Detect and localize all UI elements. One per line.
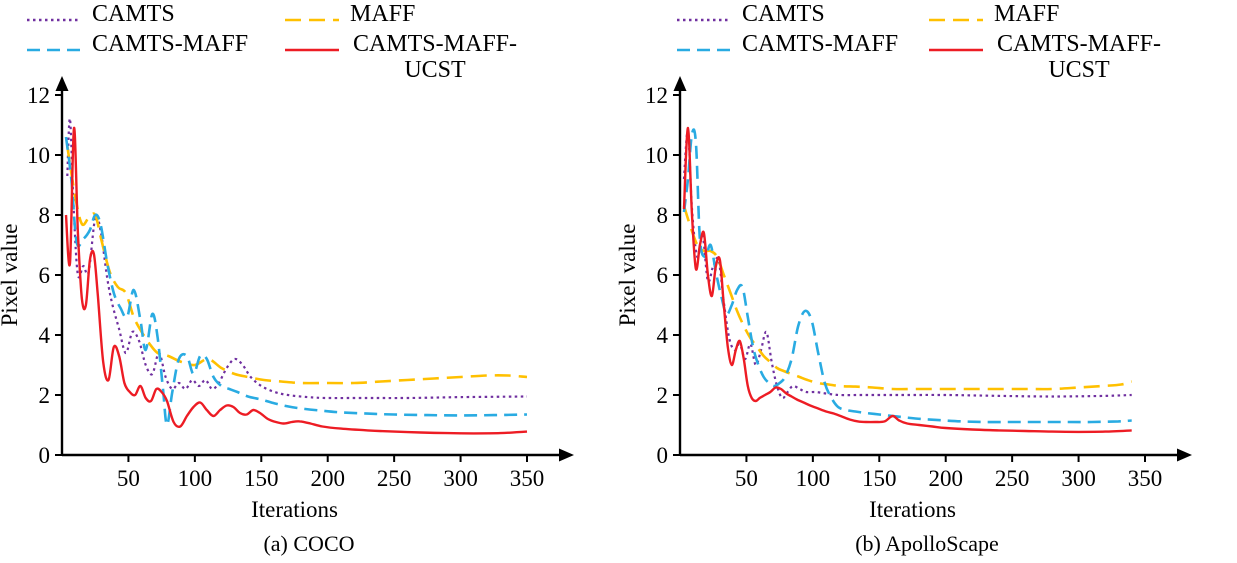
line-chart-coco: 50 100 150 200 250 300 350 0 2 4 6 8 10 12 Iterations P… xyxy=(0,76,574,522)
legend-item-camts: CAMTS xyxy=(26,1,284,28)
x-tick-label: 300 xyxy=(1061,466,1096,491)
y-tick-label: 8 xyxy=(39,203,51,228)
y-tick-label: 10 xyxy=(27,143,50,168)
y-tick-label: 4 xyxy=(39,323,51,348)
legend-item-camts-maff-ucst: CAMTS-MAFF-UCST xyxy=(928,30,1236,84)
y-axis-label: Pixel value xyxy=(0,224,22,327)
series-camts xyxy=(66,117,528,400)
legend-label-maff: MAFF xyxy=(350,1,416,27)
y-axis-arrow-icon xyxy=(673,76,687,91)
legend-line-camts-icon xyxy=(26,9,82,25)
legend-line-camts-maff-icon xyxy=(676,39,732,55)
x-axis-arrow-icon xyxy=(559,448,574,462)
legend-line-camts-maff-ucst-icon xyxy=(928,39,984,55)
x-tick-label: 150 xyxy=(244,466,279,491)
figure-coco: CAMTS MAFF CAMTS-MAFF CAMTS-MAFF-UCST 50… xyxy=(0,0,618,563)
y-tick-label: 4 xyxy=(657,323,669,348)
y-tick-label: 0 xyxy=(657,443,669,468)
legend-label-camts-maff: CAMTS-MAFF xyxy=(92,30,249,57)
x-tick-label: 250 xyxy=(377,466,412,491)
x-tick-label: 150 xyxy=(862,466,897,491)
line-chart-apolloscape: 50 100 150 200 250 300 350 0 2 4 6 8 10 12 Iterations P… xyxy=(618,76,1192,522)
x-tick-label: 100 xyxy=(178,466,213,491)
y-axis-arrow-icon xyxy=(55,76,69,91)
x-tick-label: 50 xyxy=(117,466,140,491)
legend-item-camts: CAMTS xyxy=(676,1,928,28)
x-tick-label: 350 xyxy=(510,466,545,491)
legend-swatch-svg xyxy=(677,48,731,52)
legend-line-maff-icon xyxy=(284,9,340,25)
legend-label-camts-maff-ucst: CAMTS-MAFF-UCST xyxy=(996,30,1162,83)
x-tick-label: 300 xyxy=(443,466,478,491)
x-tick-label: 350 xyxy=(1128,466,1163,491)
y-tick-label: 0 xyxy=(39,443,51,468)
legend-line-camts-icon xyxy=(676,9,732,25)
x-tick-label: 250 xyxy=(995,466,1030,491)
legend-line-camts-maff-ucst-icon xyxy=(284,39,340,55)
x-axis-label: Iterations xyxy=(869,497,956,522)
y-tick-label: 8 xyxy=(657,203,669,228)
series-camts-maff xyxy=(682,128,1132,424)
legend-label-maff: MAFF xyxy=(994,1,1060,27)
legend-line-camts-maff-icon xyxy=(26,39,82,55)
legend-coco: CAMTS MAFF CAMTS-MAFF CAMTS-MAFF-UCST xyxy=(0,0,618,83)
y-tick-label: 12 xyxy=(645,83,668,108)
legend-swatch-svg xyxy=(285,48,339,52)
legend-label-camts-maff-ucst: CAMTS-MAFF-UCST xyxy=(352,30,518,83)
x-axis-arrow-icon xyxy=(1177,448,1192,462)
caption-coco: (a) COCO xyxy=(263,531,355,556)
x-axis-label: Iterations xyxy=(251,497,338,522)
legend-item-maff: MAFF xyxy=(928,1,1236,28)
series-camts-maff-ucst xyxy=(64,126,528,435)
legend-item-maff: MAFF xyxy=(284,1,618,28)
legend-swatch-svg xyxy=(27,18,81,22)
legend-apolloscape: CAMTS MAFF CAMTS-MAFF CAMTS-MAFF-UCST xyxy=(618,0,1236,83)
y-tick-label: 6 xyxy=(657,263,669,288)
x-tick-label: 100 xyxy=(796,466,831,491)
legend-item-camts-maff: CAMTS-MAFF xyxy=(676,30,928,58)
figure-apolloscape: CAMTS MAFF CAMTS-MAFF CAMTS-MAFF-UCST 50… xyxy=(618,0,1236,563)
x-tick-label: 200 xyxy=(928,466,963,491)
legend-label-camts: CAMTS xyxy=(92,1,175,27)
y-tick-label: 12 xyxy=(27,83,50,108)
series-camts-maff xyxy=(64,136,528,427)
legend-item-camts-maff-ucst: CAMTS-MAFF-UCST xyxy=(284,30,618,84)
series-maff xyxy=(682,205,1133,391)
series-camts-maff-ucst xyxy=(682,126,1132,434)
legend-line-maff-icon xyxy=(928,9,984,25)
series-camts xyxy=(682,129,1132,400)
legend-swatch-svg xyxy=(677,18,731,22)
legend-label-camts-maff: CAMTS-MAFF xyxy=(742,30,899,57)
y-tick-label: 10 xyxy=(645,143,668,168)
legend-swatch-svg xyxy=(929,48,983,52)
y-tick-label: 2 xyxy=(39,383,51,408)
x-tick-label: 50 xyxy=(735,466,758,491)
legend-swatch-svg xyxy=(929,18,983,22)
legend-swatch-svg xyxy=(285,18,339,22)
y-axis-label: Pixel value xyxy=(618,224,640,327)
legend-item-camts-maff: CAMTS-MAFF xyxy=(26,30,284,58)
legend-swatch-svg xyxy=(27,48,81,52)
legend-label-camts: CAMTS xyxy=(742,1,825,27)
y-tick-label: 2 xyxy=(657,383,669,408)
x-tick-label: 200 xyxy=(310,466,345,491)
y-tick-label: 6 xyxy=(39,263,51,288)
series-maff xyxy=(66,145,528,385)
caption-apolloscape: (b) ApolloScape xyxy=(855,531,999,556)
